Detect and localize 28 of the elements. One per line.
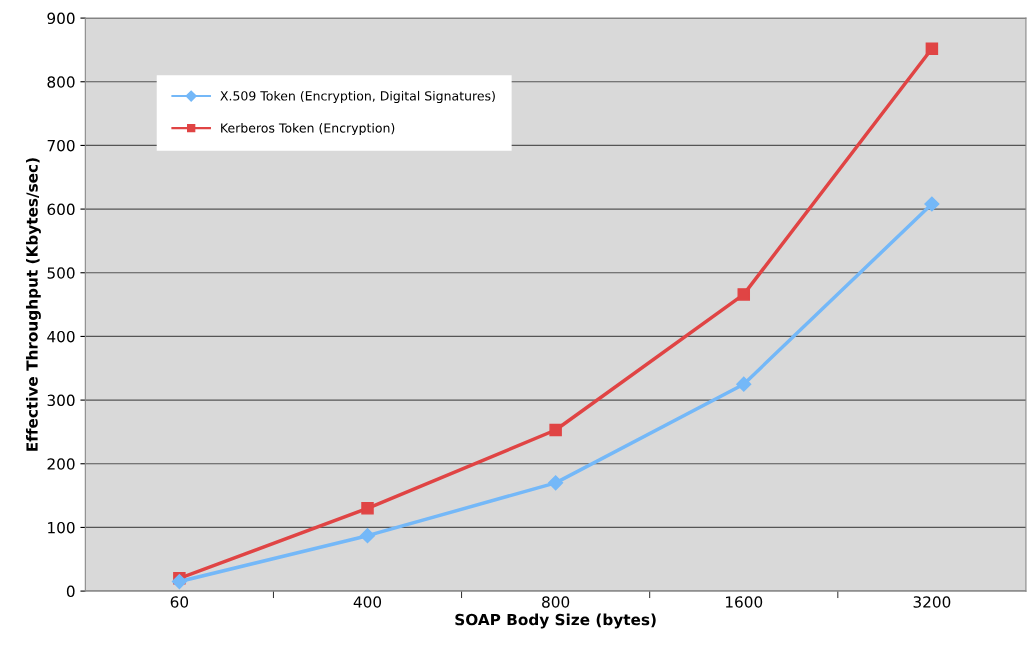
legend-label: X.509 Token (Encryption, Digital Signatures) (220, 90, 495, 104)
point (548, 475, 564, 491)
y-tick-label: 600 (47, 203, 75, 216)
y-tick-label: 200 (47, 458, 75, 470)
x-axis-title: SOAP Body Size (bytes) (455, 613, 656, 629)
legend-label: Kerberos Token (Encryption) (221, 123, 395, 136)
x-tick-label: 800 (542, 596, 570, 608)
x-tick-label: 1600 (726, 596, 763, 608)
point (171, 573, 187, 590)
point (736, 376, 752, 392)
point (359, 528, 376, 544)
x-tick-label: 60 (170, 596, 189, 608)
point (549, 423, 562, 437)
x-tick-label: 3200 (913, 596, 951, 608)
y-tick-label: 700 (47, 139, 75, 152)
x-tick-label: 400 (353, 596, 382, 608)
point (737, 288, 751, 301)
y-tick-label: 100 (48, 521, 75, 534)
y-tick-label: 400 (47, 330, 75, 343)
point (924, 196, 940, 212)
y-tick-label: 900 (47, 12, 75, 25)
y-tick-label: 800 (47, 76, 75, 88)
y-tick-label: 300 (47, 394, 75, 407)
y-tick-label: 500 (47, 267, 75, 279)
point (925, 42, 939, 55)
y-axis-title: Effective Throughput (Kbytes/sec) (25, 158, 41, 451)
point (361, 502, 374, 515)
y-tick-label: 0 (66, 585, 75, 598)
